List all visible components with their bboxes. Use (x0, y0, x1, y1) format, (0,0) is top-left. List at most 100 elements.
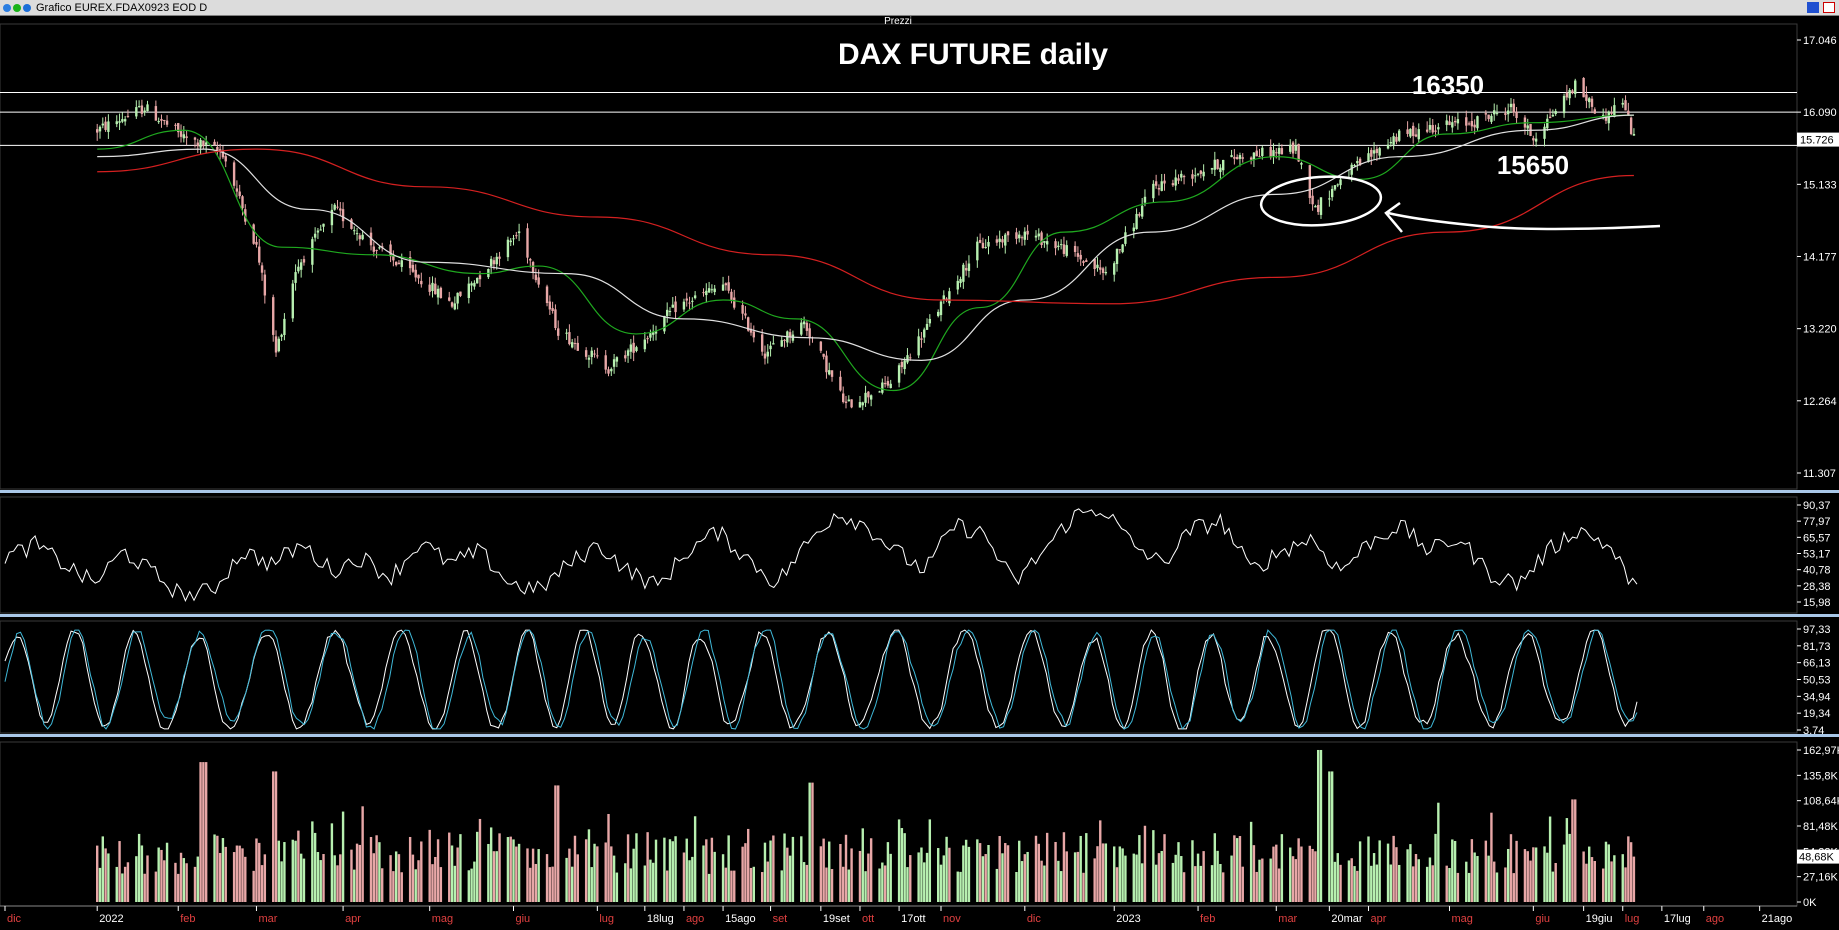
candle-down (763, 353, 767, 359)
volume-bar (1194, 866, 1197, 902)
oscillator-line (4, 508, 1638, 602)
candle-up (772, 343, 775, 345)
candle-up (1534, 138, 1538, 142)
candle-up (1202, 171, 1205, 177)
volume-bar (819, 846, 823, 902)
pane-separator[interactable] (0, 614, 1839, 617)
volume-bar (1339, 864, 1342, 902)
candle-up (1574, 80, 1577, 94)
volume-bar (1411, 866, 1415, 902)
candle-up (1506, 110, 1510, 115)
volume-bars (96, 749, 1636, 902)
candle-down (1548, 116, 1552, 119)
volume-bar (1104, 843, 1108, 902)
stochastic-pane[interactable] (0, 620, 1798, 734)
candle-up (713, 288, 716, 293)
volume-bar (1487, 855, 1490, 902)
volume-bar (1132, 853, 1135, 902)
volume-bar (1121, 848, 1124, 902)
volume-bar (702, 845, 705, 902)
volume-bar (1289, 847, 1292, 902)
candle-down (805, 322, 809, 331)
candle-down (439, 287, 443, 299)
volume-bar (1582, 851, 1585, 902)
volume-bar (721, 854, 725, 902)
volume-bar (830, 869, 834, 902)
volume-bar (160, 849, 163, 902)
volume-bar (213, 834, 216, 902)
volume-bar (1252, 845, 1256, 902)
volume-bar (218, 852, 222, 902)
volume-bar (467, 870, 471, 902)
candle-up (925, 323, 929, 330)
volume-bar (244, 856, 247, 902)
volume-bar (1389, 864, 1393, 902)
volume-bar (1297, 838, 1300, 902)
volume-pane[interactable] (0, 741, 1798, 907)
volume-bar (1230, 855, 1233, 902)
candle-down (1082, 261, 1085, 263)
volume-bar (1627, 836, 1630, 902)
oscillator-pane[interactable] (0, 496, 1798, 614)
volume-bar (1526, 851, 1529, 902)
candle-up (1034, 235, 1038, 238)
candle-up (400, 260, 403, 267)
candle-down (822, 353, 825, 357)
candle-down (1006, 231, 1010, 236)
window-restore-button[interactable] (1807, 2, 1819, 13)
candle-up (1037, 233, 1040, 237)
volume-bar (1026, 851, 1029, 902)
candle-down (241, 196, 244, 209)
pane-separator[interactable] (0, 490, 1839, 493)
candle-down (632, 342, 635, 353)
volume-bar (727, 835, 730, 902)
volume-bar (299, 853, 303, 902)
price-pane[interactable]: Prezzi DAX FUTURE daily 16350 15650 (0, 16, 1798, 490)
chart-svg[interactable]: Prezzi DAX FUTURE daily 16350 15650 17.0… (0, 16, 1839, 925)
candle-down (397, 262, 401, 265)
volume-bar (1601, 868, 1605, 902)
volume-bar (682, 852, 686, 902)
candle-up (1456, 119, 1460, 124)
volume-bar (98, 867, 102, 902)
volume-bar (489, 827, 493, 902)
volume-bar (909, 855, 912, 902)
volume-bar (1356, 870, 1359, 902)
volume-bar (984, 854, 987, 902)
candle-up (665, 309, 669, 316)
volume-bar (199, 762, 202, 902)
volume-bar (123, 866, 127, 902)
volume-bar (394, 851, 398, 902)
volume-bar (380, 868, 384, 902)
volume-bar (1140, 863, 1144, 902)
pane-separator[interactable] (0, 734, 1839, 737)
volume-bar (691, 856, 694, 902)
volume-bar (529, 867, 532, 902)
volume-bar (825, 867, 828, 902)
candle-up (1230, 155, 1233, 158)
candle-down (1249, 157, 1253, 160)
volume-bar (791, 836, 795, 902)
candle-down (1015, 232, 1018, 239)
candle-up (123, 119, 127, 122)
candle-down (752, 331, 755, 338)
candle-down (1079, 254, 1082, 260)
axis-tick-label: 65,57 (1803, 532, 1831, 544)
volume-bar (1255, 871, 1258, 902)
candle-up (118, 121, 121, 123)
candle-up (1546, 118, 1549, 129)
volume-bar (925, 852, 929, 902)
candle-up (322, 223, 325, 227)
candle-up (1367, 153, 1370, 162)
volume-bar (1548, 816, 1552, 902)
candle-down (920, 338, 923, 340)
candle-down (221, 150, 225, 158)
window-close-button[interactable] (1823, 2, 1835, 13)
volume-bar (1065, 851, 1068, 902)
volume-bar (411, 854, 415, 902)
volume-bar (788, 855, 792, 902)
volume-bar (1160, 850, 1163, 902)
volume-bar (1196, 853, 1200, 902)
candle-up (939, 301, 943, 316)
volume-bar (277, 840, 281, 902)
